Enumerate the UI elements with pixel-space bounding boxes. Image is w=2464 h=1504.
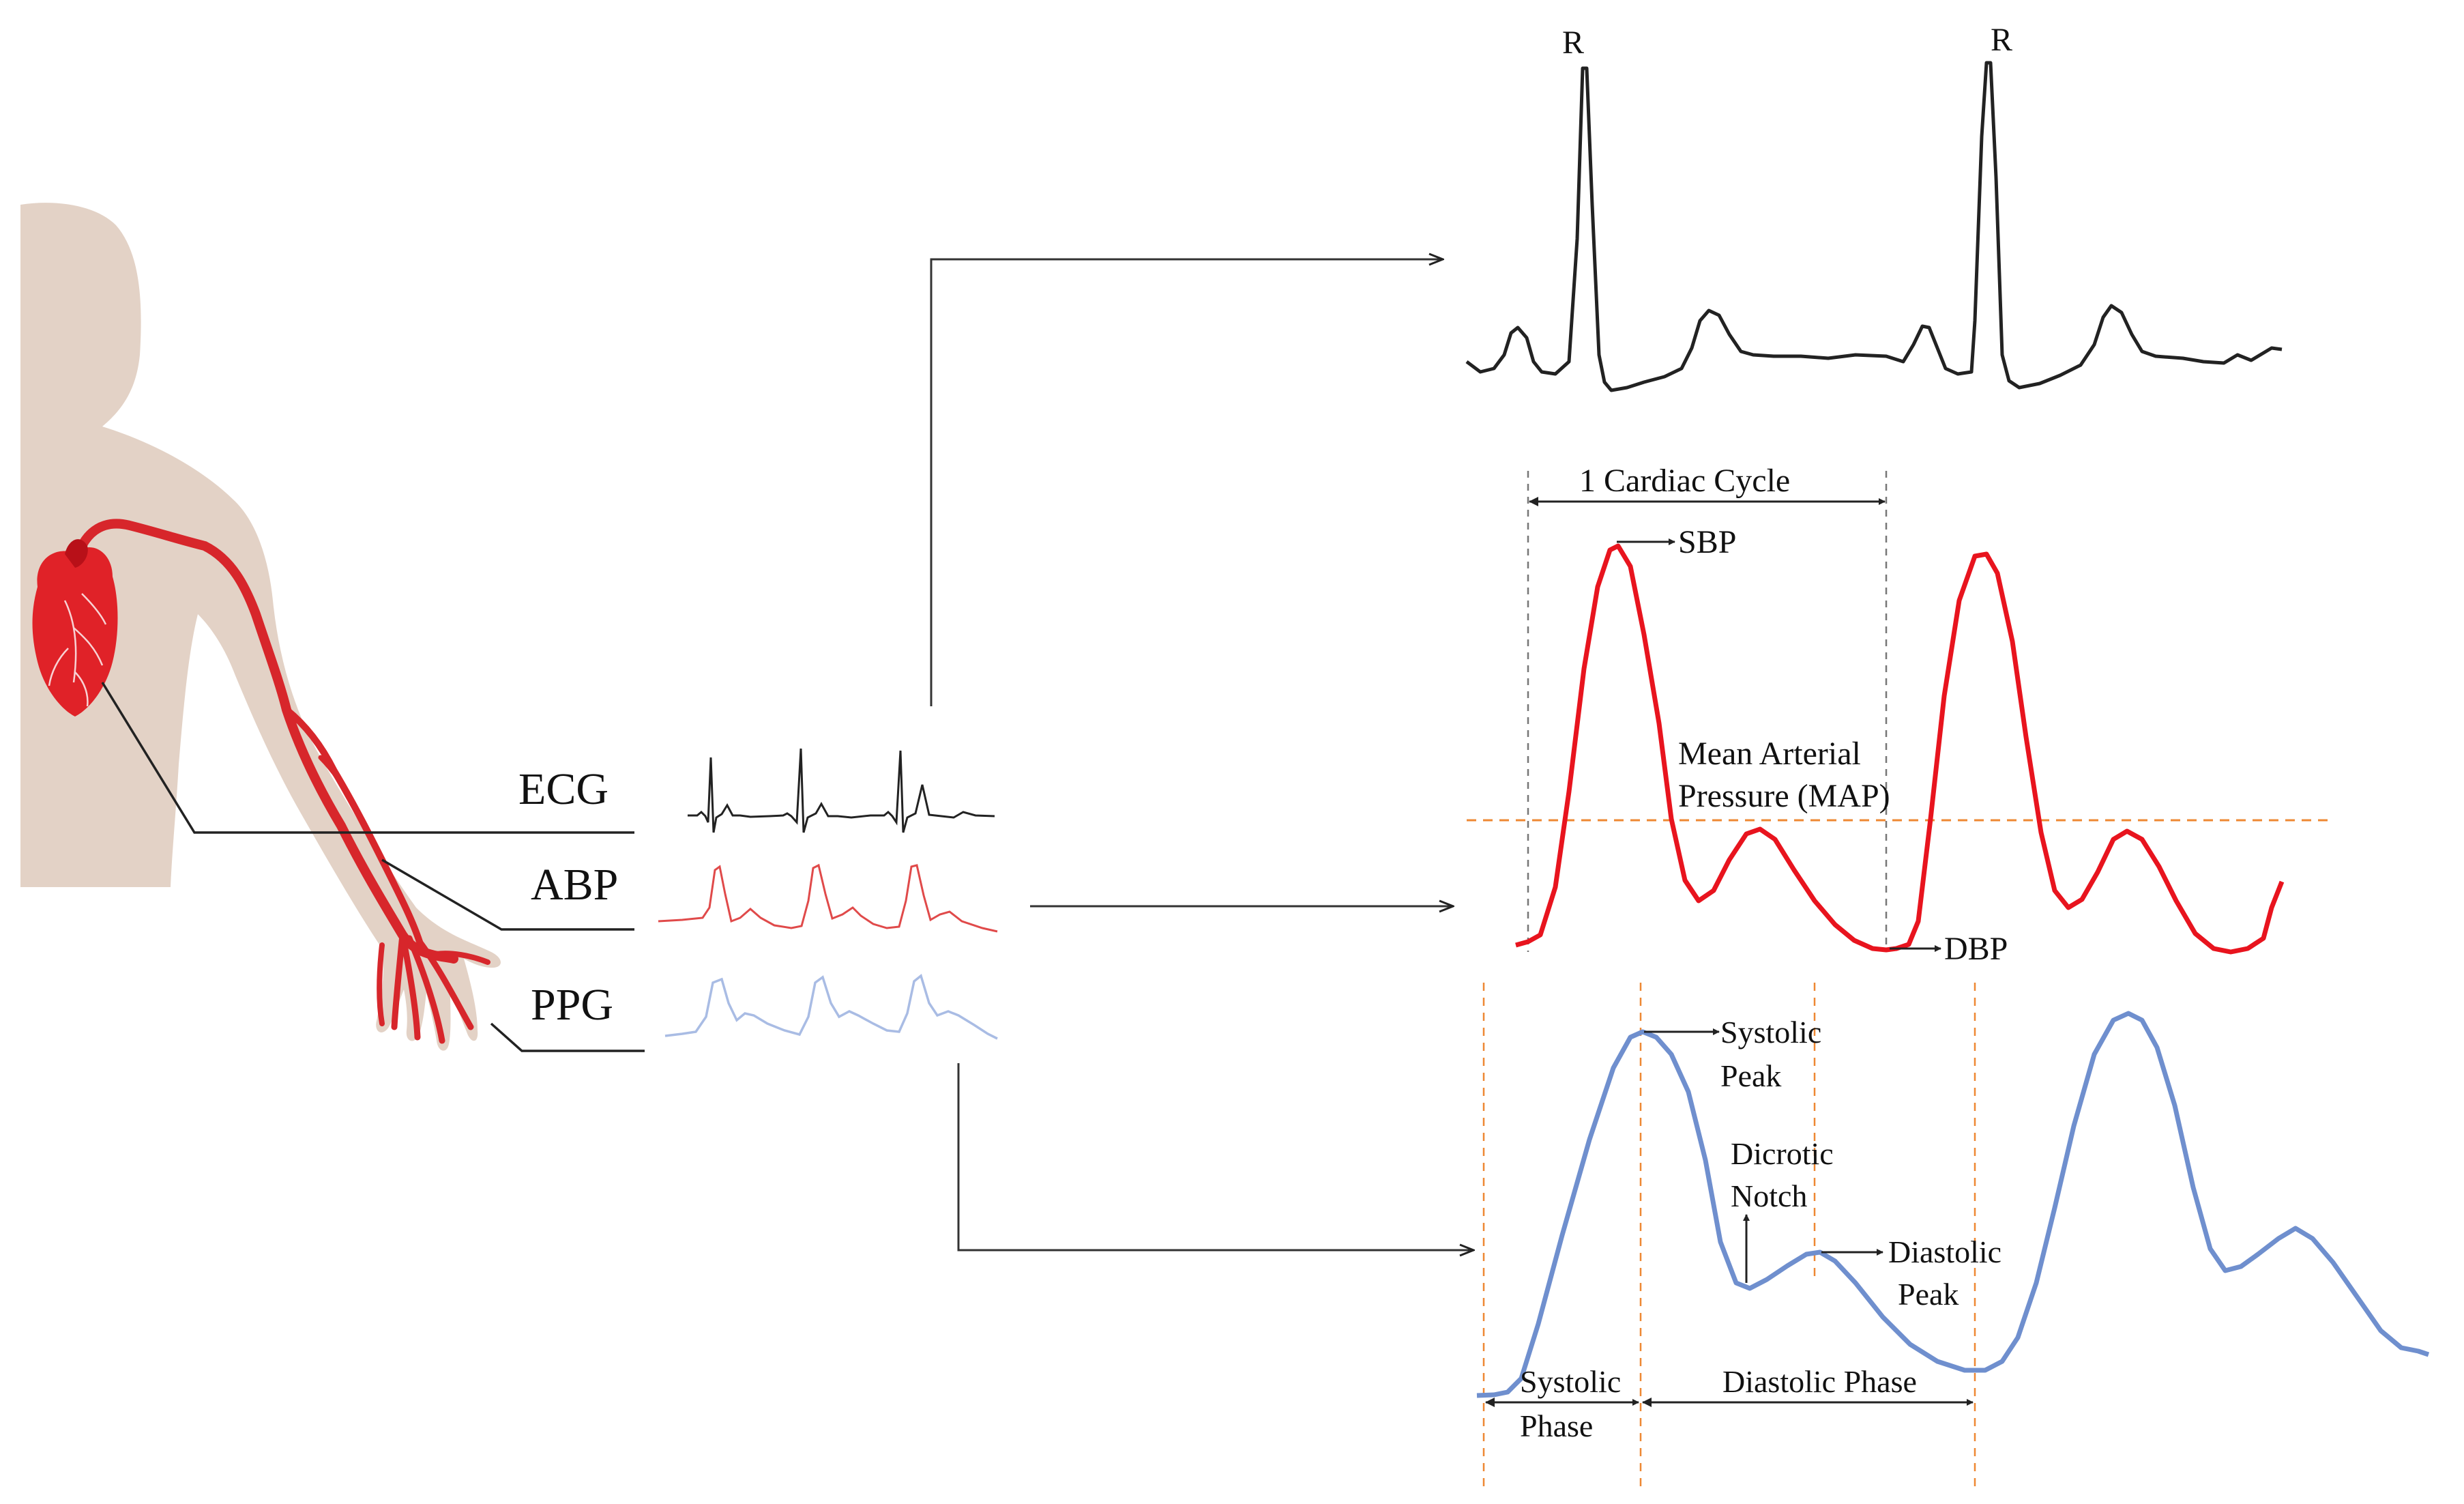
- ecg-r-peak-label-1: R: [1562, 25, 1584, 61]
- ppg-leader-line: [490, 1022, 645, 1052]
- ecg-connector-arrow: [930, 259, 1443, 706]
- diastolic-peak-label-line1: Diastolic: [1888, 1234, 2001, 1269]
- abp-leader-line: [381, 858, 634, 931]
- ecg-thumbnail-waveform: [688, 748, 995, 833]
- diastolic-phase-label: Diastolic Phase: [1722, 1364, 1917, 1399]
- ecg-leader-line: [101, 682, 634, 834]
- map-label-line1: Mean Arterial: [1678, 736, 1861, 772]
- ecg-r-peak-label-2: R: [1991, 22, 2012, 58]
- ppg-detail-waveform: [1476, 1011, 2430, 1398]
- systolic-peak-label-line2: Peak: [1720, 1058, 1781, 1093]
- arterial-tree: [70, 519, 490, 1044]
- diastolic-peak-label-line2: Peak: [1898, 1277, 1959, 1312]
- ecg-detail-waveform: [1465, 61, 2283, 392]
- ecg-label: ECG: [518, 764, 608, 814]
- sensor-leader-lines: [101, 682, 645, 1052]
- ppg-detail-panel: Systolic Peak Dicrotic Notch Diastolic P…: [1476, 983, 2430, 1488]
- abp-thumbnail-waveform: [658, 863, 998, 933]
- systolic-peak-label-line1: Systolic: [1720, 1015, 1821, 1050]
- cardiac-cycle-label: 1 Cardiac Cycle: [1579, 463, 1790, 499]
- abp-label: ABP: [531, 860, 618, 910]
- map-label-line2: Pressure (MAP): [1678, 778, 1890, 814]
- sbp-label: SBP: [1678, 524, 1736, 560]
- ppg-connector-arrow: [957, 1063, 1473, 1250]
- ppg-thumbnail-waveform: [664, 974, 998, 1040]
- dbp-label: DBP: [1944, 931, 2008, 967]
- dicrotic-notch-label-line1: Dicrotic: [1731, 1136, 1834, 1171]
- systolic-phase-label-line2: Phase: [1520, 1408, 1593, 1443]
- heart-icon: [32, 539, 118, 717]
- abp-detail-waveform: [1515, 543, 2285, 955]
- dicrotic-notch-label-line2: Notch: [1731, 1178, 1807, 1213]
- ecg-detail-panel: R R: [1465, 22, 2283, 392]
- ppg-label: PPG: [531, 980, 613, 1030]
- human-body-illustration: [20, 203, 501, 1051]
- systolic-phase-label-line1: Systolic: [1520, 1364, 1621, 1399]
- abp-detail-panel: 1 Cardiac Cycle SBP DBP Mean Arterial Pr…: [1467, 463, 2333, 967]
